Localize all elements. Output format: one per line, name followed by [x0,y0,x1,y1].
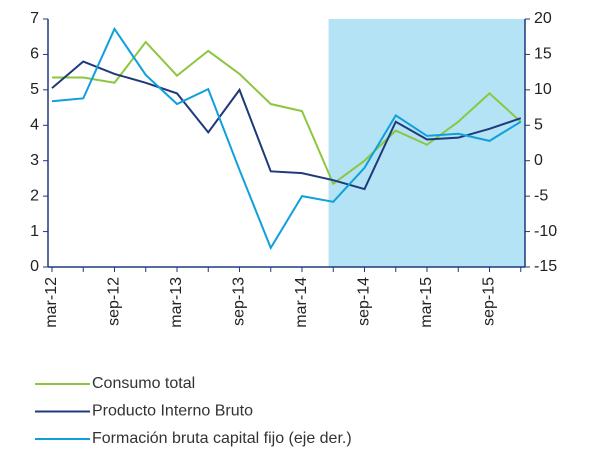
x-tick-label: mar-13 [168,277,185,328]
legend-label: Consumo total [92,375,195,392]
y2-tick-label: 5 [534,117,543,134]
y2-tick-label: -15 [534,258,557,275]
series-line [51,60,522,191]
y-tick-label: 7 [30,10,39,27]
y-tick-label: 2 [30,187,39,204]
y-tick-label: 0 [30,258,39,275]
y-tick-label: 4 [30,117,39,134]
x-tick-label: mar-12 [43,277,60,328]
y2-tick-label: -10 [534,223,557,240]
legend-label: Producto Interno Bruto [92,403,253,420]
y-tick-label: 5 [30,81,39,98]
x-tick-label: sep-15 [481,277,498,326]
series-line [51,26,522,251]
shaded-region [328,19,525,267]
y2-tick-label: 10 [534,81,552,98]
x-tick-label: sep-12 [106,277,123,326]
x-tick-label: mar-15 [418,277,435,328]
x-tick-label: sep-14 [356,277,373,326]
y2-tick-label: 15 [534,46,552,63]
y2-tick-label: 20 [534,10,552,27]
x-tick-label: sep-13 [231,277,248,326]
y2-tick-label: -5 [534,187,548,204]
series-line [52,40,522,186]
y-tick-label: 1 [30,223,39,240]
y2-tick-label: 0 [534,152,543,169]
y-tick-label: 6 [30,46,39,63]
legend-label: Formación bruta capital fijo (eje der.) [92,430,352,447]
y-tick-label: 3 [30,152,39,169]
x-tick-label: mar-14 [293,277,310,328]
